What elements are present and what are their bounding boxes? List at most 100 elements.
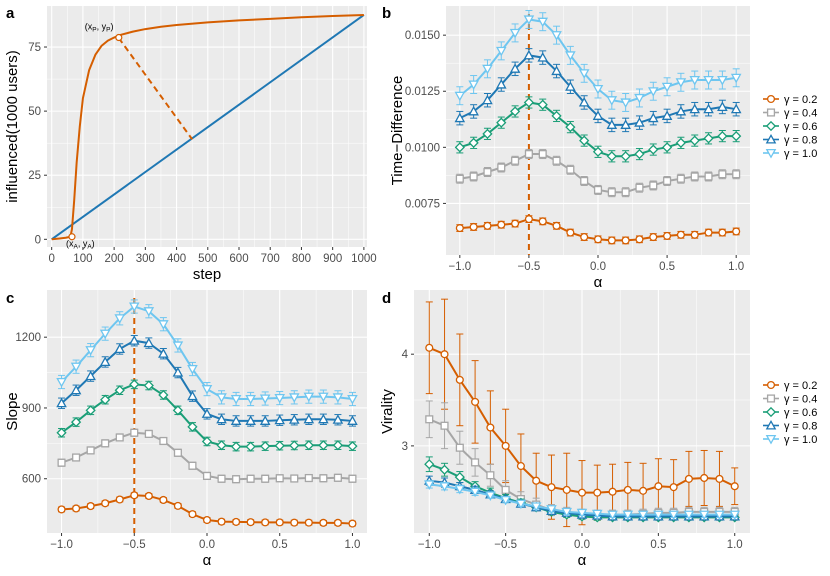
data-point [621, 236, 630, 245]
data-point [259, 394, 271, 405]
data-point [551, 65, 562, 76]
data-point [158, 389, 169, 401]
legend-key-marker [766, 108, 776, 117]
data-point [538, 217, 547, 226]
data-point [732, 227, 741, 236]
data-point [348, 474, 357, 483]
data-point [274, 394, 286, 404]
x-tick-label: −0.5 [123, 539, 146, 551]
data-point [115, 433, 124, 442]
data-point [623, 485, 632, 494]
x-tick-label: 600 [229, 253, 248, 265]
panel-letter: a [6, 5, 15, 22]
data-point [580, 233, 589, 242]
y-tick-label: 25 [28, 170, 41, 182]
data-point [217, 474, 226, 483]
data-point [173, 448, 182, 457]
data-point [303, 440, 314, 451]
data-point [547, 483, 556, 492]
data-point [455, 174, 464, 183]
panel-a: a 0 100 200 300 400 500 600 700 800 900 1000 0 25 50 75… [4, 5, 377, 283]
data-point [99, 329, 111, 340]
data-point [332, 440, 344, 451]
data-point [648, 144, 659, 155]
series-3 [56, 379, 358, 452]
data-point [620, 119, 631, 129]
data-point [304, 518, 313, 527]
annotation-point-p: (xP, yP) [85, 21, 114, 33]
data-point [260, 441, 271, 452]
data-point [562, 485, 571, 494]
data-point [561, 507, 573, 518]
data-point [347, 441, 358, 452]
legend-key-marker [765, 120, 777, 132]
data-point [347, 394, 358, 405]
series-1 [57, 491, 357, 528]
data-point [454, 91, 466, 102]
data-point [332, 393, 344, 403]
data-point [483, 221, 492, 230]
y-tick-label: 50 [28, 106, 41, 118]
data-point [639, 486, 648, 495]
x-tick-label: 0.0 [199, 539, 215, 551]
data-point [516, 462, 525, 471]
data-point [634, 117, 645, 127]
data-point [128, 302, 140, 313]
data-point [245, 441, 256, 452]
data-point [333, 518, 342, 527]
legend-label: γ = 1.0 [784, 434, 817, 446]
data-point [486, 471, 495, 480]
data-point [663, 231, 672, 240]
data-point [690, 230, 699, 239]
x-tick-label: 0.5 [650, 539, 666, 551]
data-point [202, 471, 212, 480]
data-point [425, 343, 434, 352]
point-p-marker [115, 33, 123, 42]
legend-key-marker [765, 148, 777, 159]
x-tick-label: 0 [48, 253, 54, 265]
data-point [578, 96, 590, 107]
data-point [730, 103, 742, 114]
data-point [290, 518, 299, 527]
data-point [730, 482, 739, 491]
annotation-text: , y [97, 21, 107, 31]
data-point [675, 137, 687, 148]
data-point [187, 421, 198, 432]
data-point [187, 390, 198, 401]
data-point [101, 499, 110, 508]
y-tick-label: 900 [22, 403, 41, 415]
data-point [565, 81, 576, 91]
x-tick-label: 0.5 [272, 539, 288, 551]
data-point [593, 235, 603, 244]
x-tick-label: 500 [198, 253, 217, 265]
data-point [530, 502, 542, 512]
series-2 [455, 149, 741, 198]
data-point [217, 517, 226, 526]
data-point [318, 440, 329, 451]
data-point [288, 414, 300, 424]
annotation-point-a: (xA, yA) [66, 239, 95, 251]
annotation-subscript: P [106, 26, 110, 33]
data-point [497, 163, 506, 172]
data-point [158, 348, 169, 358]
data-point [172, 405, 184, 416]
data-point [653, 510, 664, 521]
series-3 [454, 96, 742, 163]
data-point [85, 370, 96, 381]
data-point [524, 215, 533, 224]
data-point [86, 446, 95, 455]
data-point [72, 504, 81, 513]
data-point [172, 341, 184, 351]
data-point [675, 78, 687, 88]
data-point [577, 488, 587, 497]
series-2 [57, 428, 357, 484]
data-point [606, 96, 618, 106]
data-point [552, 221, 561, 230]
legend-label: γ = 0.6 [784, 121, 817, 133]
data-point [552, 156, 561, 165]
data-point [439, 482, 450, 492]
data-point [143, 337, 155, 348]
data-point [500, 495, 511, 506]
data-point [440, 350, 449, 359]
data-point [501, 441, 510, 450]
